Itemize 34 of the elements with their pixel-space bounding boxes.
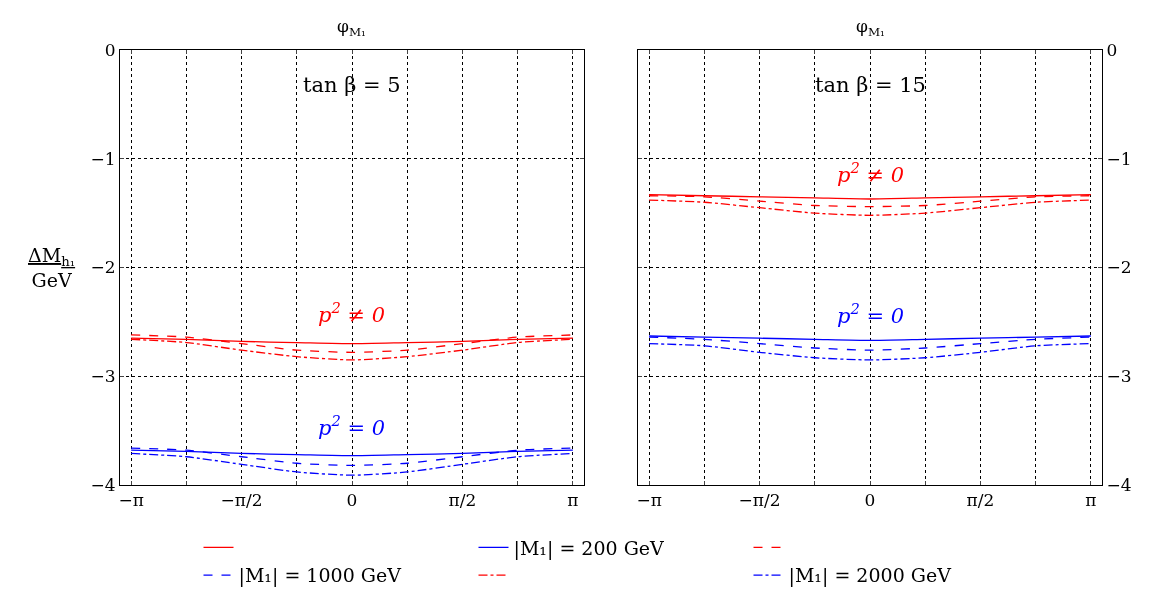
x-tick-label: 0 [346, 490, 358, 511]
y-tick-label: −1 [90, 148, 116, 169]
y-axis-title: ΔM$_{h₁}$ GeV [28, 244, 76, 291]
y-tick-label: −3 [90, 366, 116, 387]
line-series [648, 199, 1092, 216]
legend-label: |M₁| = 200 GeV [513, 536, 665, 560]
y-tick-label: 0 [104, 39, 116, 60]
chart-title: φ$_{M₁}$ [856, 16, 885, 39]
y-tick-label: −4 [90, 474, 116, 495]
annotation: p$^{2}$ = 0 [837, 300, 905, 328]
x-tick-label: π/2 [966, 490, 995, 511]
chart-title: φ$_{M₁}$ [337, 16, 366, 39]
annotation: p$^{2}$ = 0 [318, 412, 386, 440]
x-tick-label: −π [118, 490, 144, 511]
annotation: p$^{2}$ ≠ 0 [837, 159, 905, 187]
y-tick-label: −2 [1106, 257, 1132, 278]
legend-label: |M₁| = 1000 GeV [238, 564, 402, 588]
x-tick-label: π/2 [448, 490, 477, 511]
x-tick-label: π [567, 490, 579, 511]
y-tick-label: 0 [1106, 39, 1118, 60]
annotation: tan β = 15 [815, 73, 926, 97]
y-tick-label: −1 [1106, 148, 1132, 169]
x-tick-label: −π/2 [738, 490, 781, 511]
y-tick-label: −3 [1106, 366, 1132, 387]
y-tick-label: −2 [90, 257, 116, 278]
x-tick-label: −π [636, 490, 662, 511]
line-series [648, 342, 1092, 361]
y-tick-label: −4 [1106, 474, 1132, 495]
x-tick-label: π [1085, 490, 1097, 511]
legend-label: |M₁| = 2000 GeV [788, 564, 952, 588]
annotation: p$^{2}$ ≠ 0 [318, 299, 386, 327]
annotation: tan β = 5 [303, 73, 401, 97]
x-tick-label: −π/2 [220, 490, 263, 511]
x-tick-label: 0 [864, 490, 876, 511]
